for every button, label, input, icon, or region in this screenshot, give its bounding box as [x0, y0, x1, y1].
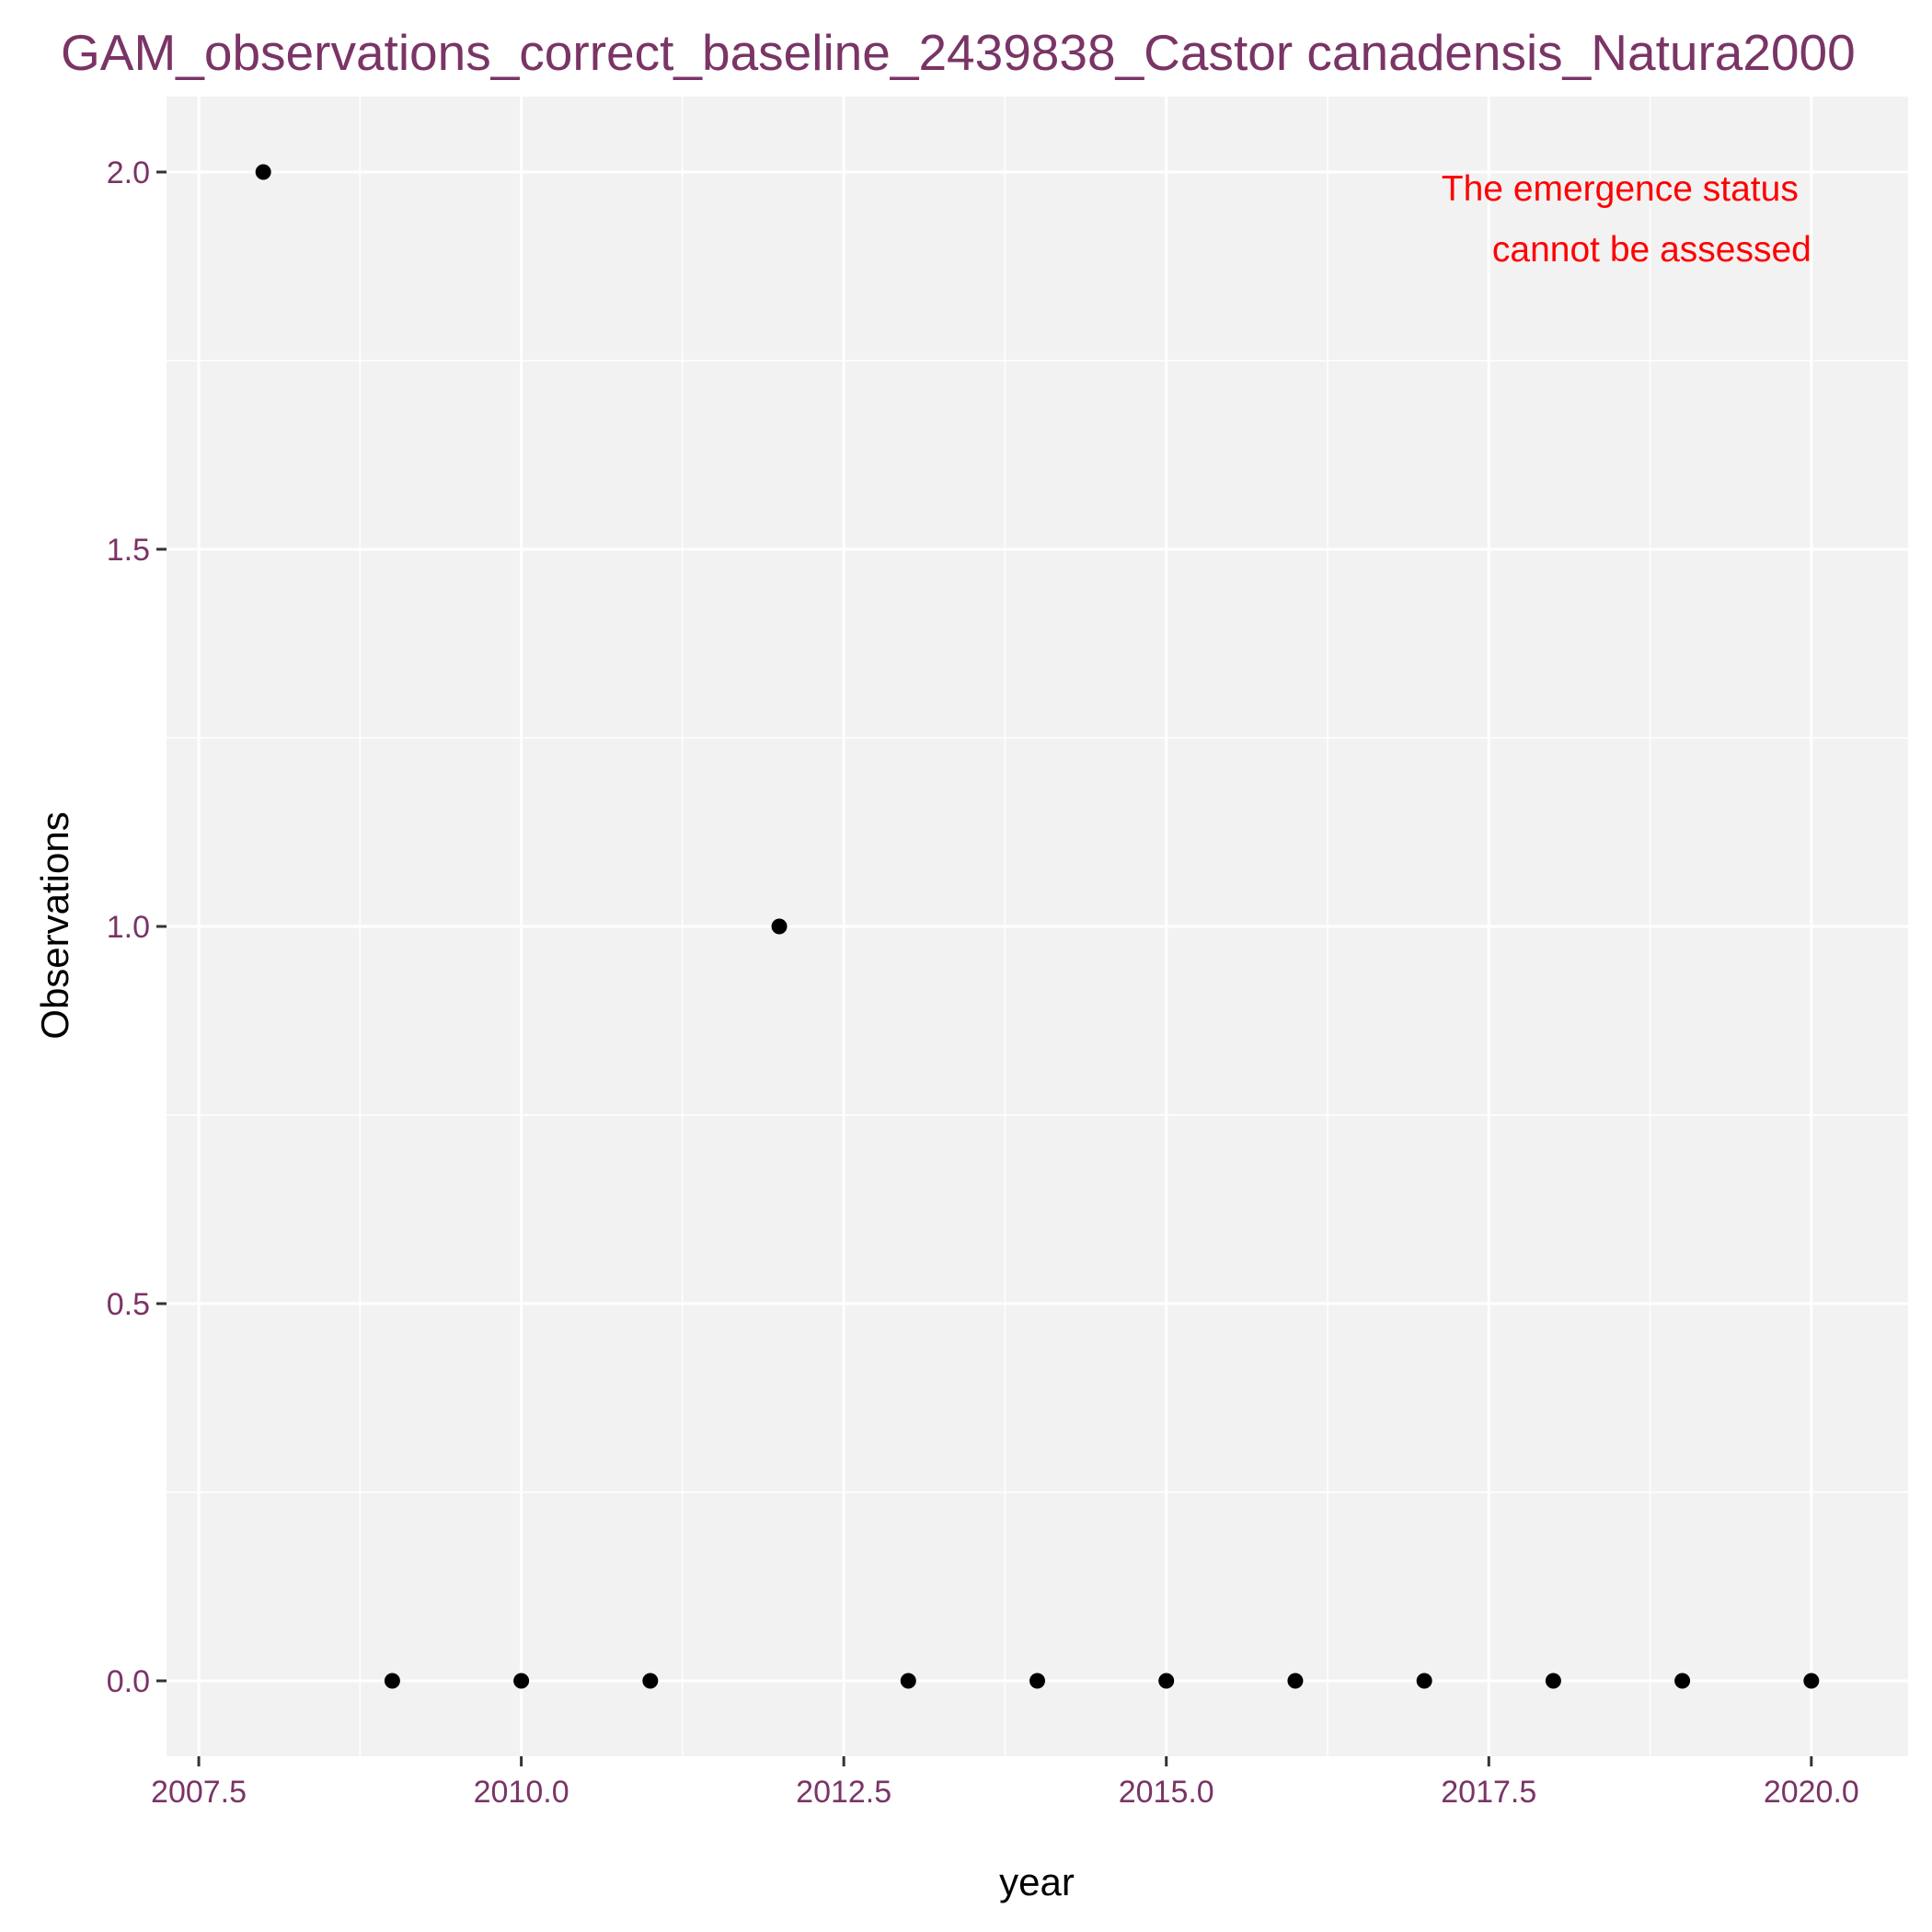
data-point: [642, 1673, 659, 1689]
x-axis-label: year: [999, 1860, 1075, 1903]
data-point: [1545, 1673, 1561, 1689]
annotation: The emergence status cannot be assessed: [1442, 169, 1811, 270]
x-tick-label: 2010.0: [474, 1775, 569, 1810]
y-tick-label: 0.0: [107, 1664, 150, 1699]
x-tick-label: 2012.5: [796, 1775, 891, 1810]
data-point: [1287, 1673, 1304, 1689]
data-point: [384, 1673, 400, 1689]
data-point: [1674, 1673, 1691, 1689]
data-point: [1029, 1673, 1045, 1689]
y-tick-label: 1.0: [107, 910, 150, 945]
data-point: [771, 918, 788, 935]
grid-lines: [167, 97, 1908, 1756]
data-points: [255, 164, 1820, 1689]
data-point: [513, 1673, 530, 1689]
y-tick-label: 1.5: [107, 533, 150, 568]
x-tick-label: 2015.0: [1119, 1775, 1214, 1810]
x-tick-label: 2007.5: [151, 1775, 247, 1810]
y-tick-label: 2.0: [107, 155, 150, 190]
data-point: [1416, 1673, 1432, 1689]
data-point: [1158, 1673, 1175, 1689]
annotation-line: The emergence status: [1442, 169, 1799, 209]
x-tick-label: 2017.5: [1441, 1775, 1536, 1810]
data-point: [255, 164, 271, 180]
data-point: [900, 1673, 916, 1689]
y-tick-label: 0.5: [107, 1287, 150, 1322]
y-axis-label: Observations: [33, 811, 76, 1039]
chart-title: GAM_observations_correct_baseline_243983…: [61, 24, 1856, 81]
annotation-line: cannot be assessed: [1492, 230, 1811, 270]
data-point: [1803, 1673, 1820, 1689]
x-tick-label: 2020.0: [1764, 1775, 1859, 1810]
axes: 2007.5 2010.0 2012.5 2015.0 2017.5 2020.0 0.0 0…: [107, 155, 1859, 1810]
